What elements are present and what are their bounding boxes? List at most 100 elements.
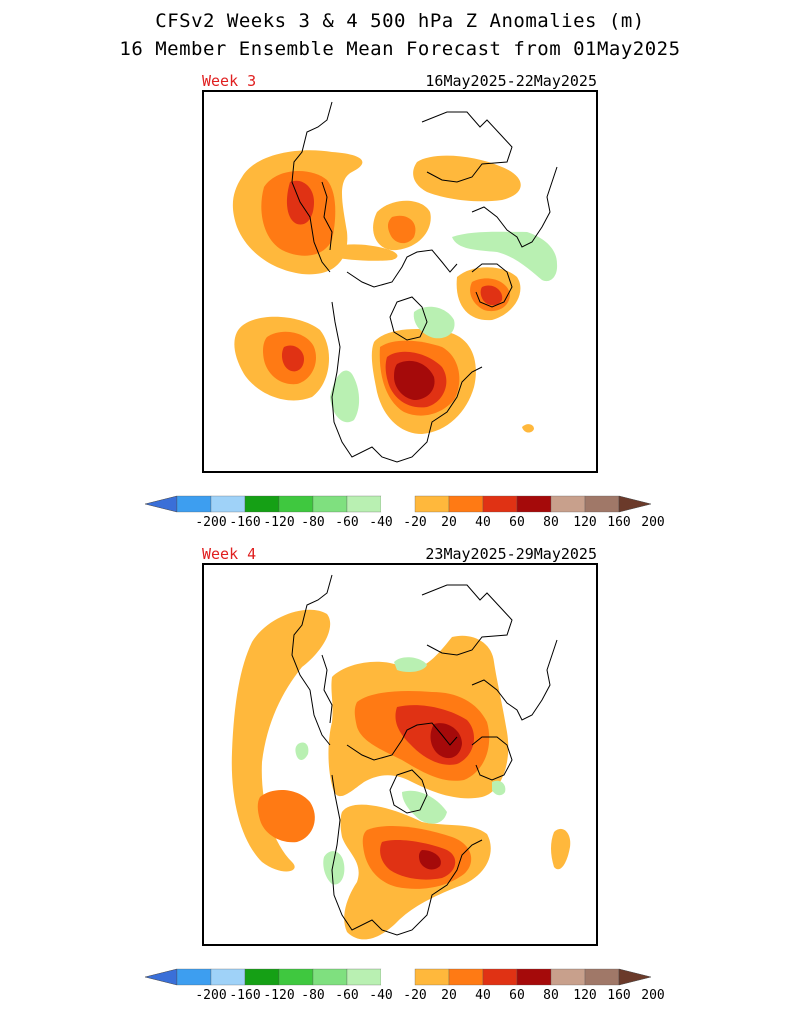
colorbar-swatch bbox=[278, 968, 314, 986]
w4-coast-siberia bbox=[421, 584, 513, 656]
w4-anom-kara-n20 bbox=[394, 657, 427, 673]
colorbar-tick-label: 160 bbox=[607, 988, 630, 1003]
w3-anom-arctic-p40 bbox=[387, 215, 416, 244]
colorbar-tick-label: 20 bbox=[441, 515, 457, 530]
colorbar-tick-label: -200 bbox=[195, 988, 226, 1003]
week4-colorbar: -200 -160 -120 -80 -60 -40 -20 20 40 60 80 120 160 20… bbox=[140, 968, 665, 1003]
colorbar-swatch bbox=[448, 495, 484, 513]
title-line-2: 16 Member Ensemble Mean Forecast from 01… bbox=[119, 38, 681, 60]
colorbar-swatch bbox=[584, 495, 620, 513]
colorbar-swatch bbox=[550, 495, 586, 513]
colorbar-tick-label: -60 bbox=[335, 515, 358, 530]
week4-dates: 23May2025-29May2025 bbox=[425, 545, 597, 563]
w4-coast-europe bbox=[471, 736, 513, 781]
colorbar-swatch bbox=[482, 495, 518, 513]
colorbar-tick-label: -160 bbox=[229, 515, 260, 530]
week3-map bbox=[202, 90, 598, 473]
colorbar-tick-label: -80 bbox=[301, 515, 324, 530]
w4-anom-west-n20 bbox=[323, 851, 345, 885]
colorbar-tick-label: -120 bbox=[263, 515, 294, 530]
week4-label: Week 4 bbox=[202, 545, 257, 563]
w3-anom-eastus-p80 bbox=[394, 360, 435, 400]
w4-anom-eastus-p80 bbox=[418, 850, 441, 870]
week3-label: Week 3 bbox=[202, 72, 257, 90]
w4-coast-nwcanada bbox=[321, 654, 333, 724]
w3-anom-pacific-p60 bbox=[281, 345, 304, 372]
colorbar-swatch bbox=[381, 969, 415, 985]
colorbar-swatch bbox=[312, 968, 348, 986]
w3-anom-west-n20 bbox=[330, 370, 360, 423]
colorbar-swatch bbox=[448, 968, 484, 986]
colorbar-swatch bbox=[414, 968, 450, 986]
colorbar-swatch bbox=[176, 495, 212, 513]
colorbar-tick-label: -200 bbox=[195, 515, 226, 530]
colorbar-tick-label: 20 bbox=[441, 988, 457, 1003]
w3-anom-europe-n20 bbox=[452, 231, 558, 282]
colorbar-swatch bbox=[584, 968, 620, 986]
w4-coast-greenland bbox=[389, 769, 428, 814]
colorbar-swatch bbox=[278, 495, 314, 513]
w4-coast-uscoast bbox=[331, 774, 483, 936]
colorbar-left-arrow bbox=[144, 495, 178, 513]
colorbar-swatch bbox=[346, 968, 382, 986]
colorbar-swatch bbox=[176, 968, 212, 986]
colorbar-tick-label: 60 bbox=[509, 988, 525, 1003]
colorbar-tick-label: -120 bbox=[263, 988, 294, 1003]
colorbar-swatch bbox=[244, 495, 280, 513]
w3-coast-alaska bbox=[291, 101, 333, 273]
w3-coast-greenland bbox=[389, 296, 428, 341]
colorbar-tick-label: -80 bbox=[301, 988, 324, 1003]
colorbar-tick-label: 160 bbox=[607, 515, 630, 530]
colorbar-tick-label: 120 bbox=[573, 515, 596, 530]
week4-panel: Week 4 23May2025-29May2025 bbox=[0, 545, 800, 1015]
colorbar-swatch bbox=[516, 495, 552, 513]
colorbar-swatch bbox=[210, 968, 246, 986]
w3-anom-atl-p20 bbox=[522, 424, 534, 433]
w4-coast-scandinavia bbox=[471, 639, 558, 721]
week3-colorbar: -200 -160 -120 -80 -60 -40 -20 20 40 60 80 120 160 20… bbox=[140, 495, 665, 530]
w3-anom-band-p20 bbox=[332, 244, 398, 261]
w3-anom-europe-p60 bbox=[480, 285, 503, 306]
colorbar-tick-label: 120 bbox=[573, 988, 596, 1003]
colorbar-swatch bbox=[550, 968, 586, 986]
w3-coast-europe bbox=[471, 263, 513, 308]
colorbar-left-arrow bbox=[144, 968, 178, 986]
w4-anom-hudson-n20 bbox=[402, 790, 447, 824]
colorbar-tick-label: 60 bbox=[509, 515, 525, 530]
colorbar-swatch bbox=[482, 968, 518, 986]
colorbar-tick-label: 40 bbox=[475, 988, 491, 1003]
colorbar-tick-label: -40 bbox=[369, 988, 392, 1003]
colorbar-right-arrow bbox=[618, 968, 652, 986]
w4-anom-pacific-p40 bbox=[257, 790, 315, 843]
colorbar-swatch bbox=[516, 968, 552, 986]
colorbar-tick-label: 80 bbox=[543, 988, 559, 1003]
colorbar-swatch bbox=[210, 495, 246, 513]
colorbar-tick-label: 80 bbox=[543, 515, 559, 530]
w4-anom-europe-n20 bbox=[492, 780, 506, 796]
w3-coast-arctic bbox=[346, 249, 458, 288]
w3-anom-hudson-n20 bbox=[413, 306, 455, 339]
colorbar-right-arrow bbox=[618, 495, 652, 513]
week3-dates: 16May2025-22May2025 bbox=[425, 72, 597, 90]
colorbar-tick-label: -160 bbox=[229, 988, 260, 1003]
w3-coast-scandinavia bbox=[471, 166, 558, 248]
colorbar-tick-label: 40 bbox=[475, 515, 491, 530]
w3-coast-siberia bbox=[421, 111, 513, 183]
colorbar-tick-label: -60 bbox=[335, 988, 358, 1003]
w4-anom-atl-p20 bbox=[551, 828, 571, 870]
week4-map bbox=[202, 563, 598, 946]
w4-anom-west-p20 bbox=[231, 609, 331, 872]
colorbar-swatch bbox=[414, 495, 450, 513]
w3-coast-nwcanada bbox=[321, 181, 333, 251]
w4-coast-arctic bbox=[346, 722, 458, 761]
w4-anom-eastus-p60 bbox=[380, 839, 456, 880]
colorbar-swatch bbox=[312, 495, 348, 513]
colorbar-tick-label: -20 bbox=[403, 988, 426, 1003]
colorbar-swatch bbox=[346, 495, 382, 513]
w4-coast-alaska bbox=[291, 574, 333, 746]
colorbar-tick-label: -20 bbox=[403, 515, 426, 530]
colorbar-swatch bbox=[244, 968, 280, 986]
w4-anom-pac-n20 bbox=[295, 742, 309, 760]
colorbar-tick-label: 200 bbox=[641, 988, 664, 1003]
title-line-1: CFSv2 Weeks 3 & 4 500 hPa Z Anomalies (m… bbox=[155, 10, 645, 32]
